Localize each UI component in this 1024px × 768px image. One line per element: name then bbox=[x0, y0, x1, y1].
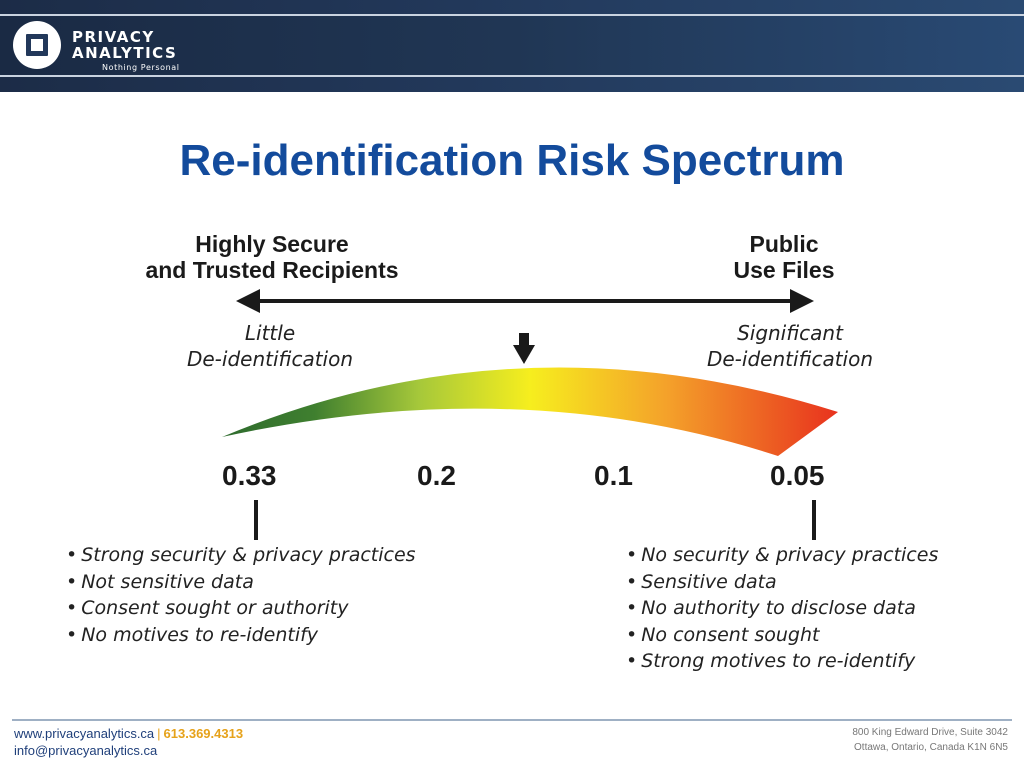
list-item: Sensitive data bbox=[626, 569, 938, 596]
footer-website-link[interactable]: www.privacyanalytics.ca bbox=[14, 726, 155, 741]
list-item: Consent sought or authority bbox=[66, 595, 416, 622]
list-item: Not sensitive data bbox=[66, 569, 416, 596]
right-subheading-line2: De-identification bbox=[706, 347, 874, 371]
footer-rule bbox=[12, 719, 1012, 721]
banner-band bbox=[0, 16, 1024, 75]
right-characteristics-list: No security & privacy practices Sensitiv… bbox=[626, 542, 938, 675]
left-heading-line2: and Trusted Recipients bbox=[145, 257, 399, 283]
left-marker-line bbox=[254, 500, 258, 540]
left-subheading-line2: De-identification bbox=[186, 347, 354, 371]
footer-address-line1: 800 King Edward Drive, Suite 3042 bbox=[852, 727, 1008, 738]
left-subheading: Little De-identification bbox=[160, 320, 380, 372]
logo-line-privacy: PRIVACY bbox=[72, 28, 155, 46]
logo-tagline: Nothing Personal bbox=[102, 63, 180, 72]
left-subheading-line1: Little bbox=[244, 321, 296, 345]
tick-label-0-05: 0.05 bbox=[770, 460, 825, 491]
footer-email-link[interactable]: info@privacyanalytics.ca bbox=[14, 743, 158, 758]
right-heading-line1: Public bbox=[749, 231, 819, 257]
banner-bottom-rule bbox=[0, 75, 1024, 77]
right-heading-line2: Use Files bbox=[733, 257, 835, 283]
page-title: Re-identification Risk Spectrum bbox=[179, 136, 845, 185]
list-item: Strong security & privacy practices bbox=[66, 542, 415, 569]
footer-phone: 613.369.4313 bbox=[163, 726, 244, 741]
spectrum-band bbox=[222, 367, 838, 456]
list-item: No authority to disclose data bbox=[626, 595, 938, 622]
tick-label-0-1: 0.1 bbox=[594, 460, 633, 491]
spectrum-arrow-right-head bbox=[790, 289, 814, 313]
spectrum-arrow-left-head bbox=[236, 289, 260, 313]
left-characteristics-list: Strong security & privacy practices Not … bbox=[66, 542, 416, 649]
privacy-analytics-logo-icon bbox=[13, 21, 61, 69]
left-heading-line1: Highly Secure bbox=[195, 231, 349, 257]
tick-label-0-2: 0.2 bbox=[417, 460, 456, 491]
list-item: Strong motives to re-identify bbox=[626, 648, 938, 675]
right-subheading-line1: Significant bbox=[737, 321, 843, 345]
list-item: No consent sought bbox=[626, 622, 938, 649]
tick-label-0-33: 0.33 bbox=[222, 460, 277, 491]
left-heading: Highly Secure and Trusted Recipients bbox=[128, 231, 416, 283]
list-item: No security & privacy practices bbox=[626, 542, 938, 569]
list-item: No motives to re-identify bbox=[66, 622, 416, 649]
pointer-arrow-head bbox=[513, 345, 535, 364]
footer-address: 800 King Edward Drive, Suite 3042 Ottawa… bbox=[852, 725, 1008, 755]
logo-line-analytics: ANALYTICS bbox=[72, 44, 178, 62]
header-banner: PRIVACY ANALYTICS Nothing Personal bbox=[0, 0, 1024, 92]
banner-top-rule bbox=[0, 14, 1024, 16]
footer-separator: | bbox=[157, 726, 161, 741]
right-heading: Public Use Files bbox=[704, 231, 864, 283]
right-subheading: Significant De-identification bbox=[690, 320, 890, 372]
footer-address-line2: Ottawa, Ontario, Canada K1N 6N5 bbox=[854, 742, 1008, 753]
pointer-arrow-shaft bbox=[519, 333, 529, 347]
footer-contact: www.privacyanalytics.ca | 613.369.4313 inf… bbox=[14, 725, 243, 759]
logo-wordmark: PRIVACY ANALYTICS Nothing Personal bbox=[72, 28, 180, 73]
right-marker-line bbox=[812, 500, 816, 540]
